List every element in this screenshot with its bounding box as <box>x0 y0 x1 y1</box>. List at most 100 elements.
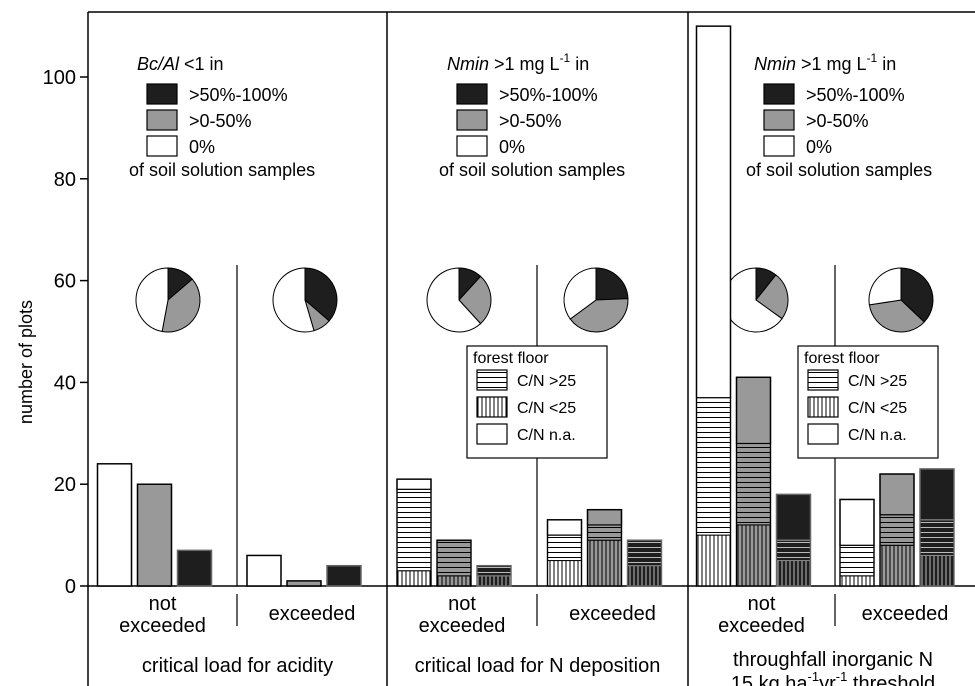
bar-segment-cn-gt25 <box>587 524 622 541</box>
bar-segment-cn-lt25 <box>396 570 432 587</box>
bar-outline <box>839 498 875 587</box>
bar-segment-cn-na <box>919 468 955 521</box>
bar <box>626 539 663 587</box>
bar <box>326 564 362 587</box>
bar <box>879 473 915 587</box>
pie-slice <box>868 299 925 333</box>
bar-segment-cn-lt25 <box>547 560 582 587</box>
bar <box>546 519 583 587</box>
cn-legend: forest floor C/N >25 C/N <25 C/N n.a. <box>797 345 939 459</box>
bar-segment-cn-na <box>695 25 732 399</box>
bar-outline <box>775 493 812 587</box>
cn-legend-label: C/N >25 <box>517 373 576 390</box>
bar <box>286 580 322 587</box>
cn-legend-label: C/N <25 <box>848 400 907 417</box>
cn-legend-title: forest floor <box>804 350 880 367</box>
bar-segment-cn-na <box>546 519 583 536</box>
panel: Bc/Al <1 in >50%-100% >0-50% 0% of soil solu… <box>96 54 362 677</box>
bar-group: exceeded <box>834 265 955 626</box>
bar-segment-cn-gt25 <box>627 539 662 567</box>
cn-legend-swatch <box>476 369 508 391</box>
y-tick-label: 80 <box>54 169 76 191</box>
bar-outline <box>326 564 362 587</box>
bar-segment-cn-gt25 <box>839 544 875 577</box>
pie-chart <box>272 267 338 333</box>
bar-outline <box>136 483 173 587</box>
bar-segment-cn-gt25 <box>776 539 811 562</box>
pie-slice <box>595 267 629 301</box>
legend-swatch <box>456 83 488 105</box>
pie-chart <box>563 267 629 333</box>
legend-swatch <box>456 109 488 131</box>
pie-slice <box>272 267 315 333</box>
bar-segment-cn-na <box>396 478 432 490</box>
cn-legend-label: C/N >25 <box>848 373 907 390</box>
pie-slice <box>563 267 597 320</box>
bar-group: exceeded <box>236 265 362 626</box>
bar-outline <box>476 564 512 587</box>
bar-segment-cn-na <box>286 580 322 587</box>
y-tick-label: 20 <box>54 474 76 496</box>
bar-segment-cn-gt25 <box>476 565 512 577</box>
bar-outline <box>286 580 322 587</box>
pie-slice <box>135 267 169 333</box>
pie-chart <box>135 267 201 333</box>
legend-swatch <box>146 83 178 105</box>
group-label: exceeded <box>269 603 356 625</box>
bar-segment-cn-na <box>136 483 173 587</box>
bar-segment-cn-gt25 <box>736 442 771 526</box>
legend-label: 0% <box>499 137 525 157</box>
pie-slice <box>426 267 482 333</box>
pie-slice <box>868 267 902 306</box>
bar <box>96 463 133 587</box>
bar <box>839 498 875 587</box>
bar-segment-cn-na <box>326 565 362 587</box>
legend-title: Bc/Al <1 in <box>137 54 224 74</box>
cn-legend-title: forest floor <box>473 350 549 367</box>
bar-outline <box>586 508 623 587</box>
panel-title: throughfall inorganic N <box>733 649 933 671</box>
bar-outline <box>695 25 732 587</box>
bar-segment-cn-lt25 <box>476 575 512 587</box>
y-axis: 0 20 40 60 80 100 number of plots <box>16 67 88 598</box>
group-label: not <box>448 593 476 615</box>
bar-segment-cn-lt25 <box>627 565 662 587</box>
legend-label: >0-50% <box>189 111 252 131</box>
legend-note: of soil solution samples <box>746 160 932 180</box>
bar-segment-cn-lt25 <box>587 539 622 587</box>
legend-note: of soil solution samples <box>129 160 315 180</box>
panel: Nmin >1 mg L-1 in >50%-100% >0-50% 0% of soi… <box>396 51 663 677</box>
bar <box>735 376 772 587</box>
bar-segment-cn-lt25 <box>436 575 472 587</box>
bar <box>136 483 173 587</box>
bar-segment-cn-na <box>879 473 915 516</box>
bar <box>586 508 623 587</box>
bar-segment-cn-lt25 <box>696 534 731 587</box>
cn-legend-swatch <box>476 396 508 418</box>
group-label: exceeded <box>419 615 506 637</box>
bar-segment-cn-na <box>735 376 772 445</box>
pie-slice <box>569 298 629 333</box>
legend-label: 0% <box>806 137 832 157</box>
bar-segment-cn-gt25 <box>436 539 472 577</box>
group-label: not <box>748 593 776 615</box>
legend: Nmin >1 mg L-1 in >50%-100% >0-50% 0% of soi… <box>746 51 932 180</box>
bar-outline <box>919 468 955 587</box>
bar-segment-cn-gt25 <box>696 397 731 536</box>
bar-group: exceeded <box>536 265 663 626</box>
legend-label: >50%-100% <box>499 85 598 105</box>
bar-segment-cn-lt25 <box>776 560 811 587</box>
y-tick-label: 40 <box>54 372 76 394</box>
legend-label: >0-50% <box>499 111 562 131</box>
group-label: exceeded <box>718 615 805 637</box>
bar <box>396 478 432 587</box>
pie-slice <box>304 267 338 322</box>
legend-swatch <box>763 83 795 105</box>
panel-title-line2: 15 kg ha-1yr-1 threshold <box>731 669 935 686</box>
y-tick-label: 100 <box>43 67 76 89</box>
legend: Bc/Al <1 in >50%-100% >0-50% 0% of soil solu… <box>129 54 315 180</box>
y-axis-label: number of plots <box>16 300 36 424</box>
bar-segment-cn-gt25 <box>879 514 915 546</box>
